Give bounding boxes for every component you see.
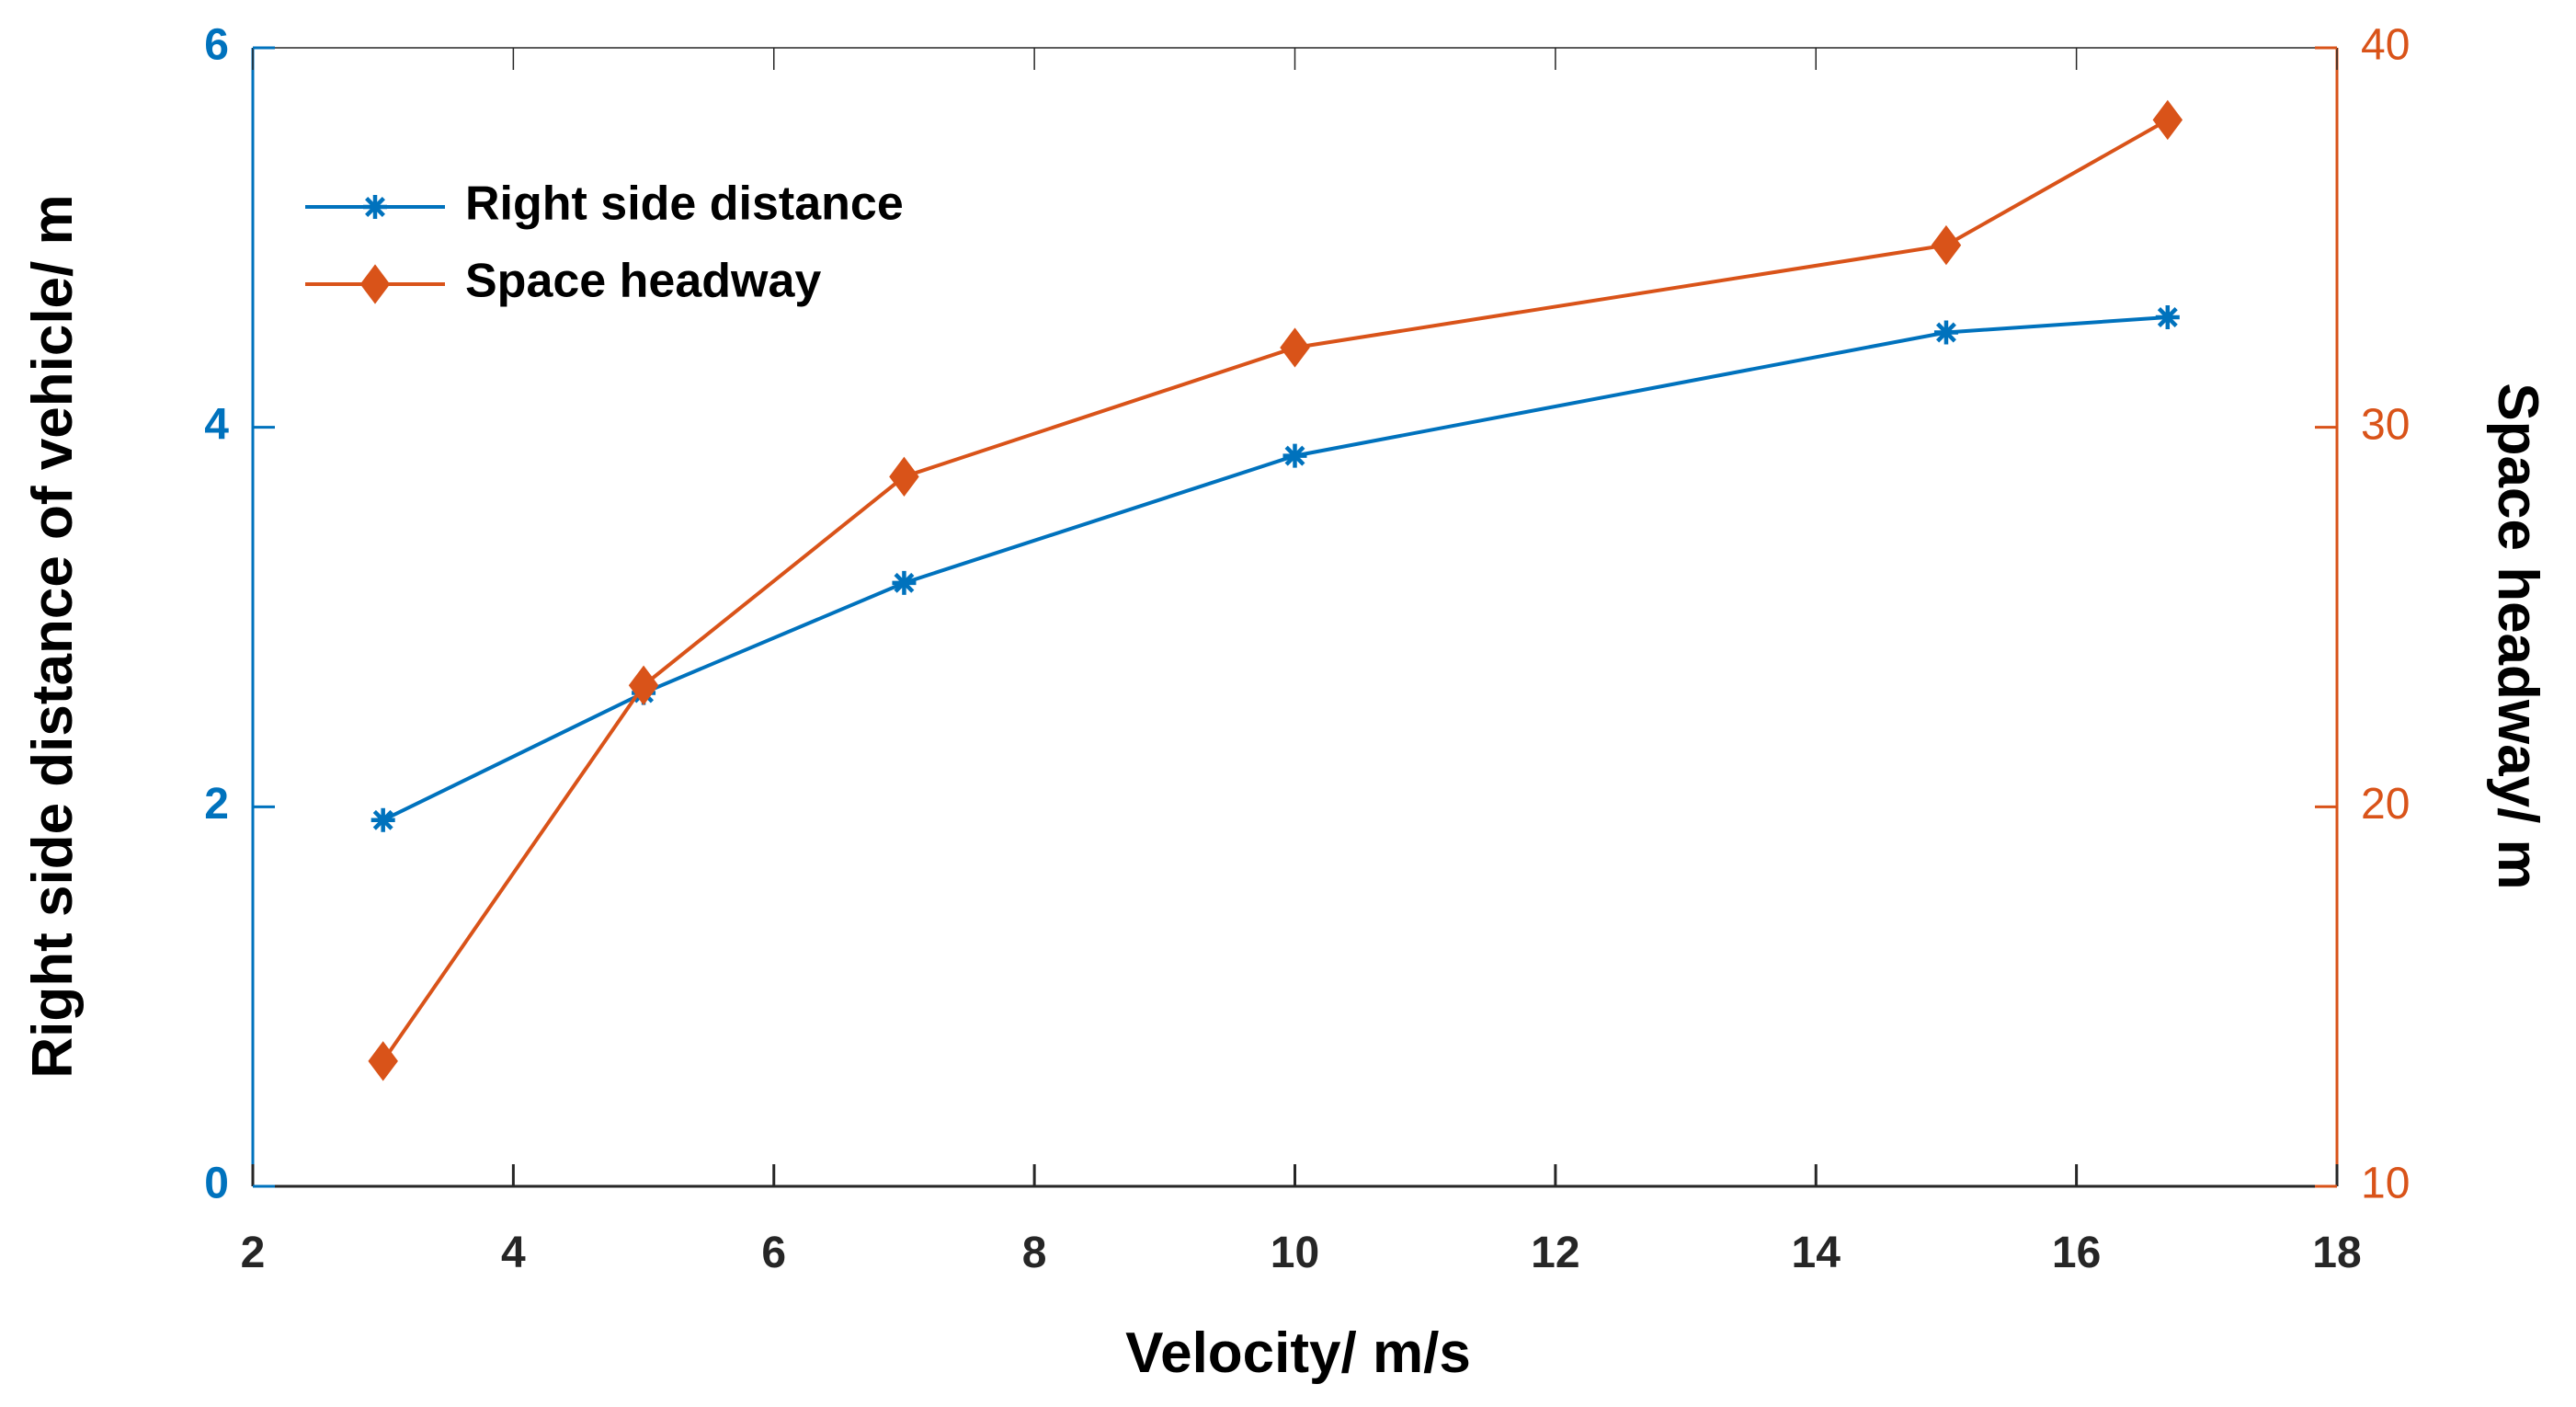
legend: Right side distance Space headway	[305, 177, 904, 308]
y-left-tick-label: 6	[204, 21, 229, 70]
legend-space-headway-label: Space headway	[465, 255, 821, 308]
x-tick-label: 18	[2312, 1229, 2361, 1277]
y-right-tick-label: 30	[2361, 400, 2410, 449]
x-tick-label: 12	[1531, 1229, 1579, 1277]
y-right-tick-label: 10	[2361, 1160, 2410, 1208]
right-side-distance-point	[892, 570, 917, 595]
x-tick-label: 4	[501, 1229, 526, 1277]
y-left-tick-label: 0	[204, 1160, 229, 1208]
x-tick-label: 14	[1792, 1229, 1841, 1277]
x-tick-label: 10	[1271, 1229, 1319, 1277]
y-right-tick-label: 20	[2361, 780, 2410, 829]
right-side-distance-point	[2155, 304, 2180, 329]
x-axis-title: Velocity/ m/s	[1125, 1321, 1471, 1385]
y-axis-right-title: Space headway/ m	[2486, 383, 2549, 889]
space-headway-point	[368, 1041, 398, 1081]
x-tick-label: 8	[1022, 1229, 1047, 1277]
space-headway-point	[1280, 327, 1310, 368]
x-tick-label: 16	[2052, 1229, 2101, 1277]
right-side-distance-line	[382, 315, 2168, 822]
y-axis-left-title: Right side distance of vehicle/ m	[21, 194, 85, 1078]
space-headway-point	[1931, 224, 1962, 266]
x-tick-label: 6	[761, 1229, 786, 1277]
space-headway-line	[382, 118, 2169, 1062]
y-left-tick-label: 4	[204, 400, 229, 449]
y-left-tick-label: 2	[204, 780, 229, 829]
right-side-distance-point	[370, 807, 395, 832]
space-headway-point	[628, 665, 659, 705]
legend-right-side-distance-label: Right side distance	[465, 177, 904, 231]
y-right-tick-label: 40	[2361, 21, 2410, 70]
legend-right-side-distance-marker	[363, 195, 387, 219]
legend-space-headway-marker	[359, 264, 391, 304]
right-side-distance-point	[1933, 320, 1958, 345]
x-tick-label: 2	[241, 1229, 266, 1277]
space-headway-point	[889, 456, 919, 497]
right-side-distance-point	[1282, 443, 1307, 468]
series-layer	[368, 99, 2183, 1081]
space-headway-point	[2152, 99, 2183, 141]
